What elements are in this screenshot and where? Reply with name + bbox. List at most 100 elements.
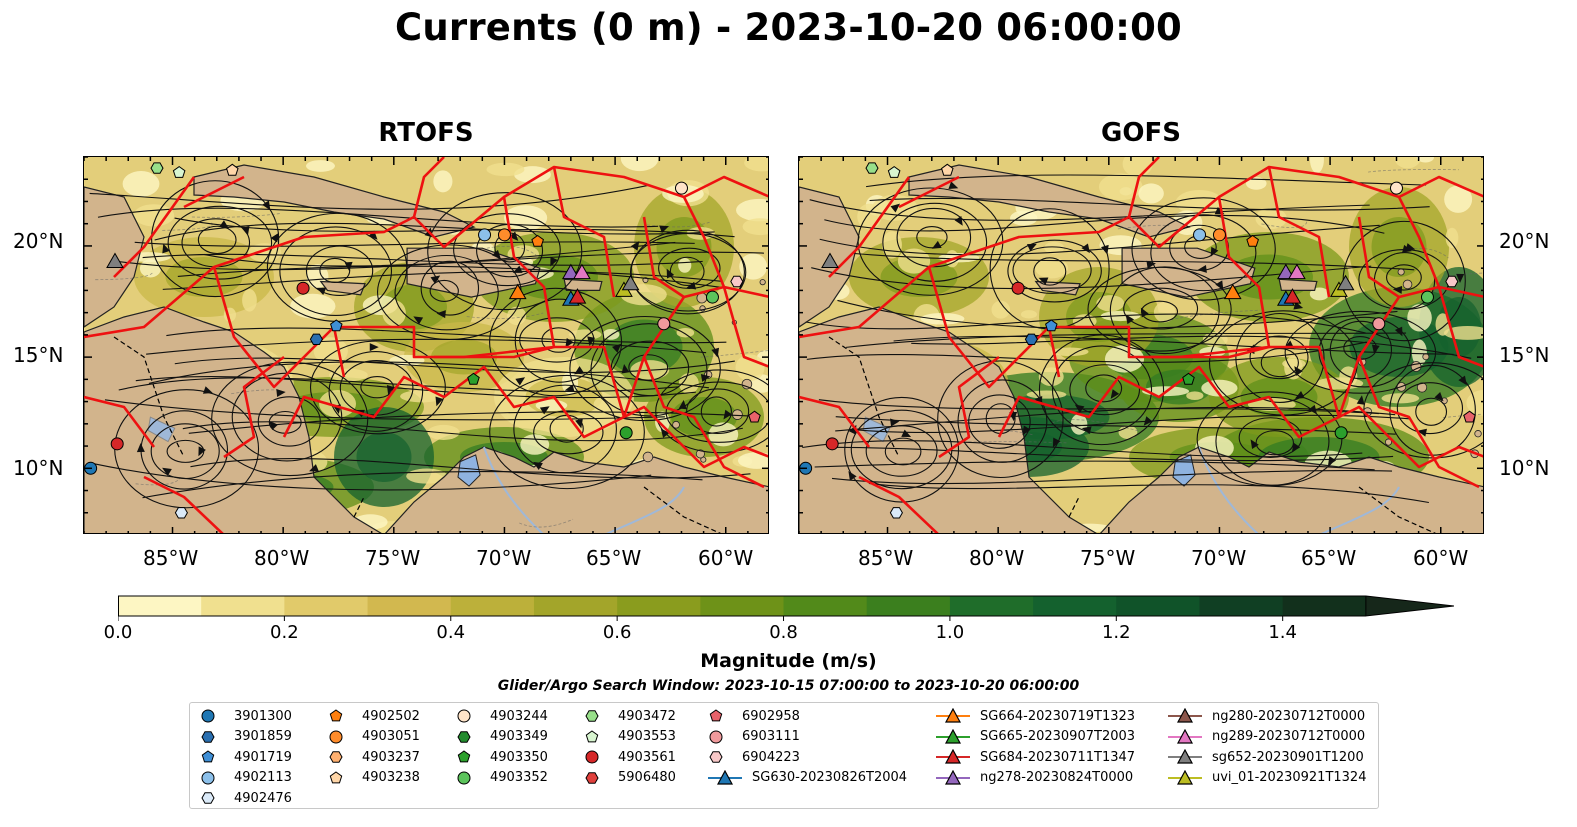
streamline-arrow — [931, 240, 942, 249]
streamline — [849, 414, 1410, 434]
glider-track — [1218, 165, 1483, 299]
streamline — [190, 458, 751, 479]
search-window-text: Glider/Argo Search Window: 2023-10-15 07… — [497, 678, 1080, 694]
streamline-eddy — [151, 180, 280, 298]
streamline-arrow — [1052, 437, 1061, 448]
legend-label: 6903111 — [742, 729, 800, 744]
legend-label: 4903350 — [490, 749, 548, 765]
glider-track — [1127, 157, 1331, 298]
legend-item: 4903553 — [584, 727, 676, 747]
island — [642, 451, 654, 463]
colorbar-tick-label: 0.6 — [602, 622, 632, 643]
streamline-eddy — [1386, 264, 1422, 291]
bathymetry-contour — [191, 213, 281, 218]
streamline — [833, 446, 1394, 462]
legend-item: 4903561 — [584, 747, 676, 767]
argo-float-marker — [467, 372, 480, 385]
argo-float-marker — [1334, 426, 1348, 440]
streamline-eddy — [700, 396, 732, 427]
streamline-eddy — [420, 260, 480, 316]
legend-item: 4903238 — [328, 768, 420, 788]
streamline-eddy — [658, 247, 721, 289]
streamline-eddy — [569, 315, 721, 422]
colorbar-segment — [617, 596, 701, 616]
lon-label-65w-gofs: 65°W — [1301, 546, 1357, 570]
colorbar-segment — [201, 596, 285, 616]
legend-label: 6904223 — [742, 749, 800, 765]
argo-float-marker — [296, 281, 310, 295]
legend-item: 4902502 — [328, 706, 420, 726]
legend-marker-icon — [936, 708, 970, 723]
argo-float-marker — [1182, 372, 1195, 385]
glider-track — [412, 157, 616, 298]
streamline — [837, 299, 1398, 330]
colorbar-segment — [450, 596, 535, 616]
legend-marker-icon — [329, 709, 343, 722]
island — [672, 420, 680, 429]
lake-maracaibo — [457, 454, 481, 487]
colorbar-tick-label: 1.2 — [1101, 622, 1131, 643]
streamline-eddy — [167, 205, 273, 280]
streamline-eddy — [1069, 364, 1141, 416]
jamaica-landmass — [319, 280, 366, 296]
legend-item: ng280-20230712T0000 — [1168, 706, 1365, 726]
legend-marker-icon — [201, 730, 215, 743]
streamline-arrow — [1456, 273, 1465, 283]
lon-label-70w-rtofs: 70°W — [476, 546, 532, 570]
streamline-eddy — [968, 394, 1031, 449]
legend-item: uvi_01-20230921T1324 — [1168, 768, 1366, 788]
bathymetry-contour — [1170, 309, 1261, 321]
streamline — [869, 197, 1430, 211]
glider-track — [997, 365, 1483, 469]
argo-float-marker — [748, 410, 761, 423]
argo-float-marker — [1389, 181, 1403, 195]
streamline-arrow — [369, 343, 379, 352]
streamline-eddy — [844, 396, 960, 503]
streamline — [177, 265, 738, 291]
streamline-eddy — [590, 323, 708, 417]
glider-marker — [561, 263, 580, 280]
colorbar-extend-arrow — [1365, 595, 1455, 617]
legend: 3901300 3901859 4901719 4902113 4902476 49025… — [189, 702, 1379, 809]
streamline-eddy — [1131, 197, 1276, 301]
legend-label: 5906480 — [618, 770, 676, 785]
streamline-arrow — [575, 418, 583, 429]
glider-track — [113, 175, 346, 459]
legend-item: 4903350 — [456, 747, 548, 767]
streamline — [802, 440, 1363, 458]
streamline-eddy — [319, 257, 351, 284]
argo-float-marker — [1463, 410, 1476, 423]
bathymetry-contour — [486, 245, 537, 256]
argo-float-marker — [1011, 281, 1025, 295]
streamline — [188, 411, 749, 434]
colorbar-segment — [1282, 596, 1367, 616]
streamline — [806, 341, 1367, 363]
island — [741, 378, 753, 390]
glider-track — [212, 266, 768, 419]
legend-label: 4903237 — [362, 749, 420, 765]
legend-item: 4903237 — [328, 747, 420, 767]
streamline — [135, 375, 696, 399]
legend-marker-icon — [708, 769, 742, 785]
central-america-landmass — [799, 306, 1097, 533]
legend-marker-icon — [457, 709, 471, 723]
lon-label-85w-gofs: 85°W — [858, 546, 914, 570]
argo-float-marker — [887, 165, 901, 178]
colorbar-tick-label: 1.4 — [1268, 622, 1297, 643]
streamline — [831, 469, 1393, 485]
streamline-arrow — [711, 347, 720, 358]
lon-label-70w-gofs: 70°W — [1191, 546, 1247, 570]
colorbar-outline — [118, 595, 1366, 617]
streamline-arrow — [1327, 456, 1337, 466]
glider-track — [503, 165, 768, 299]
legend-label: 4903349 — [490, 729, 548, 744]
streamline — [868, 482, 1429, 504]
argo-float-marker — [150, 162, 164, 174]
argo-float-marker — [110, 437, 124, 451]
streamline-arrow — [1392, 285, 1403, 294]
country-borders — [113, 336, 722, 533]
streamline — [911, 335, 1472, 359]
streamline-arrow — [630, 240, 640, 251]
streamline-arrow — [276, 388, 286, 397]
legend-label: ng289-20230712T0000 — [1212, 729, 1366, 744]
